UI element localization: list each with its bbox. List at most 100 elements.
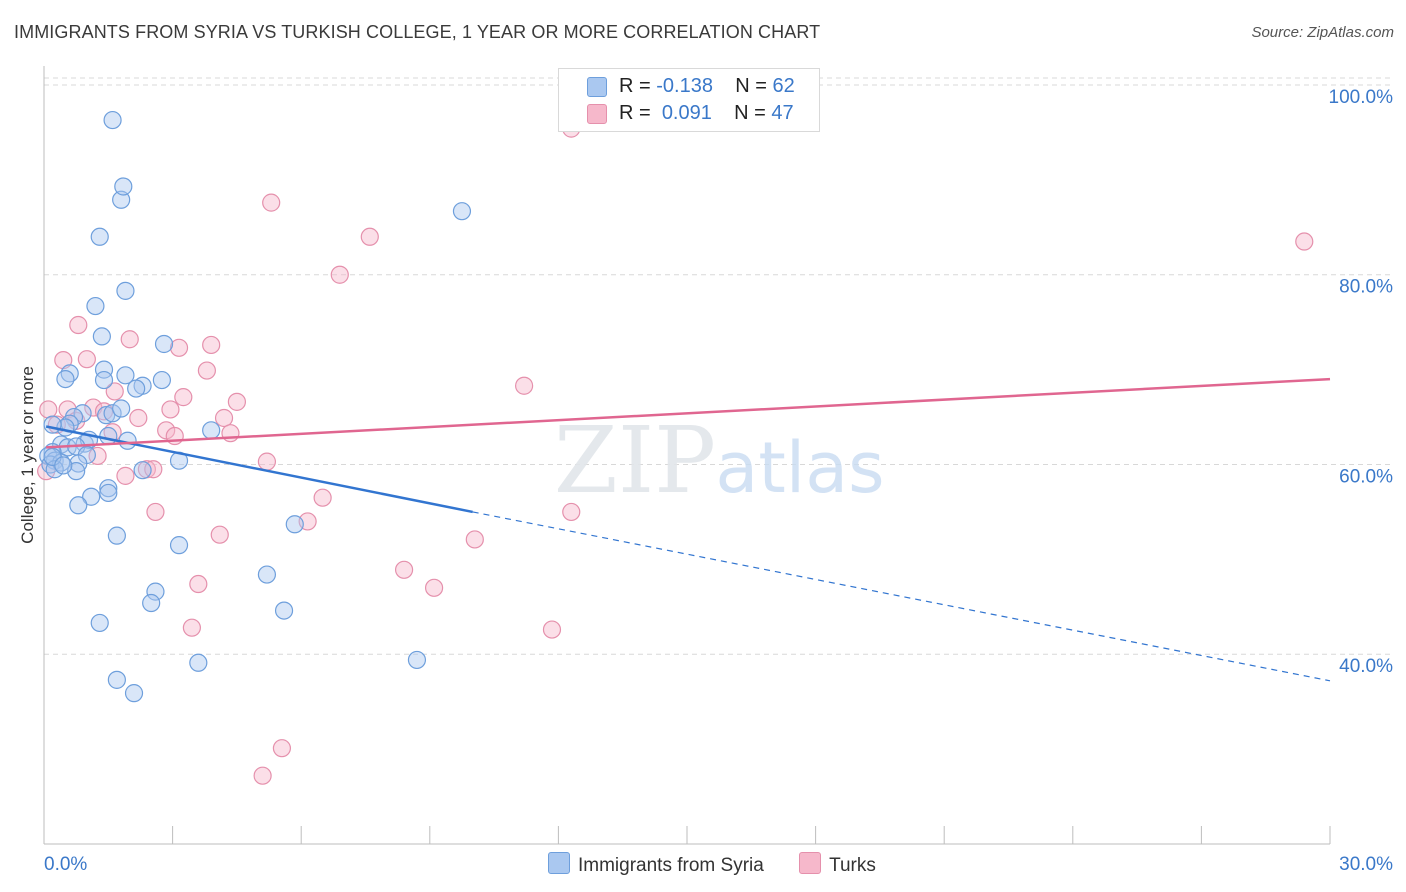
legend-n-value-turks: 47 bbox=[771, 102, 794, 124]
data-point bbox=[124, 684, 144, 703]
legend-n-label: N = bbox=[734, 102, 766, 124]
data-point bbox=[262, 193, 281, 212]
legend-r-label: R = bbox=[619, 102, 651, 124]
data-point bbox=[127, 379, 146, 398]
data-point bbox=[169, 536, 189, 555]
data-point bbox=[103, 110, 122, 130]
data-point bbox=[54, 456, 73, 475]
data-point bbox=[214, 408, 234, 428]
data-point bbox=[407, 650, 427, 670]
y-tick-label: 40.0% bbox=[1339, 656, 1393, 677]
legend-n-label: N = bbox=[735, 75, 767, 97]
correlation-legend: R = -0.138 N = 62 R = 0.091 N = 47 bbox=[558, 68, 820, 132]
legend-label-turks: Turks bbox=[829, 855, 876, 876]
legend-label-syria: Immigrants from Syria bbox=[578, 855, 764, 876]
data-point bbox=[257, 565, 277, 584]
legend-swatch-syria bbox=[548, 852, 570, 874]
data-point bbox=[73, 404, 92, 423]
data-point bbox=[82, 487, 101, 506]
data-point bbox=[107, 526, 126, 545]
legend-r-label: R = bbox=[619, 75, 651, 97]
data-point bbox=[202, 335, 221, 355]
y-tick-label: 80.0% bbox=[1339, 277, 1393, 298]
data-point bbox=[116, 281, 135, 300]
data-point bbox=[86, 296, 105, 316]
data-point bbox=[562, 502, 581, 522]
tick-labels: 100.0% 80.0% 60.0% 40.0% 0.0% 30.0% bbox=[44, 87, 1393, 875]
data-point bbox=[197, 361, 216, 380]
data-point bbox=[114, 177, 133, 196]
data-point bbox=[146, 502, 165, 522]
data-point bbox=[105, 382, 124, 401]
data-point bbox=[174, 388, 193, 407]
data-point bbox=[56, 369, 75, 389]
data-point bbox=[330, 265, 349, 284]
data-point bbox=[43, 415, 62, 434]
legend-swatch-turks bbox=[799, 852, 822, 874]
data-point bbox=[77, 350, 96, 369]
data-point bbox=[112, 190, 131, 209]
data-point bbox=[189, 574, 208, 594]
data-point bbox=[103, 404, 122, 423]
data-point bbox=[94, 360, 114, 379]
data-point bbox=[133, 461, 152, 480]
data-point bbox=[116, 366, 135, 385]
data-point bbox=[152, 370, 171, 390]
chart-title: IMMIGRANTS FROM SYRIA VS TURKISH COLLEGE… bbox=[14, 22, 821, 42]
data-point bbox=[107, 670, 126, 689]
data-point bbox=[142, 593, 161, 613]
legend-swatch-turks bbox=[587, 104, 607, 124]
data-point bbox=[257, 452, 277, 471]
legend-item-syria[interactable]: Immigrants from Syria bbox=[548, 852, 764, 877]
data-point bbox=[202, 421, 221, 440]
syria-points bbox=[39, 110, 472, 703]
data-point bbox=[360, 227, 379, 246]
data-point bbox=[182, 618, 201, 637]
source-label: Source: ZipAtlas.com bbox=[1251, 24, 1394, 41]
data-point bbox=[313, 488, 332, 507]
legend-r-value-syria: -0.138 bbox=[656, 75, 713, 97]
data-point bbox=[227, 392, 246, 411]
data-point bbox=[92, 327, 111, 346]
data-point bbox=[69, 496, 88, 515]
legend-r-value-turks: 0.091 bbox=[661, 102, 712, 124]
data-point bbox=[285, 515, 304, 534]
data-point bbox=[146, 582, 165, 601]
data-point bbox=[99, 479, 118, 498]
data-point bbox=[169, 338, 189, 357]
watermark-zip: ZIP bbox=[554, 407, 716, 514]
data-point bbox=[112, 399, 131, 418]
trend-lines bbox=[45, 377, 1331, 682]
data-point bbox=[120, 330, 139, 349]
data-point bbox=[274, 601, 294, 620]
data-point bbox=[69, 454, 88, 473]
data-point bbox=[99, 483, 118, 503]
data-point bbox=[272, 739, 292, 758]
grid-layer bbox=[44, 77, 1392, 655]
data-point bbox=[39, 400, 58, 419]
trend-line-turks bbox=[46, 377, 1331, 449]
data-point bbox=[452, 202, 472, 221]
series-legend: Immigrants from Syria Turks bbox=[548, 852, 906, 877]
data-point bbox=[90, 227, 109, 246]
legend-swatch-syria bbox=[587, 77, 607, 97]
data-point bbox=[161, 400, 180, 419]
turks-points bbox=[37, 119, 1314, 785]
data-point bbox=[1295, 232, 1314, 251]
data-point bbox=[129, 408, 148, 428]
data-point bbox=[97, 406, 116, 425]
legend-n-value-syria: 62 bbox=[772, 75, 795, 97]
data-point bbox=[253, 766, 272, 785]
trend-line-syria-projection bbox=[472, 511, 1331, 682]
data-point bbox=[394, 560, 414, 579]
data-point bbox=[424, 578, 444, 597]
data-point bbox=[99, 426, 118, 446]
data-point bbox=[210, 525, 229, 544]
data-point bbox=[90, 613, 109, 633]
watermark-atlas: atlas bbox=[715, 427, 884, 509]
y-axis-label: College, 1 year or more bbox=[18, 366, 37, 544]
data-point bbox=[542, 620, 562, 639]
y-tick-label: 60.0% bbox=[1339, 466, 1393, 487]
legend-item-turks[interactable]: Turks bbox=[799, 852, 876, 877]
